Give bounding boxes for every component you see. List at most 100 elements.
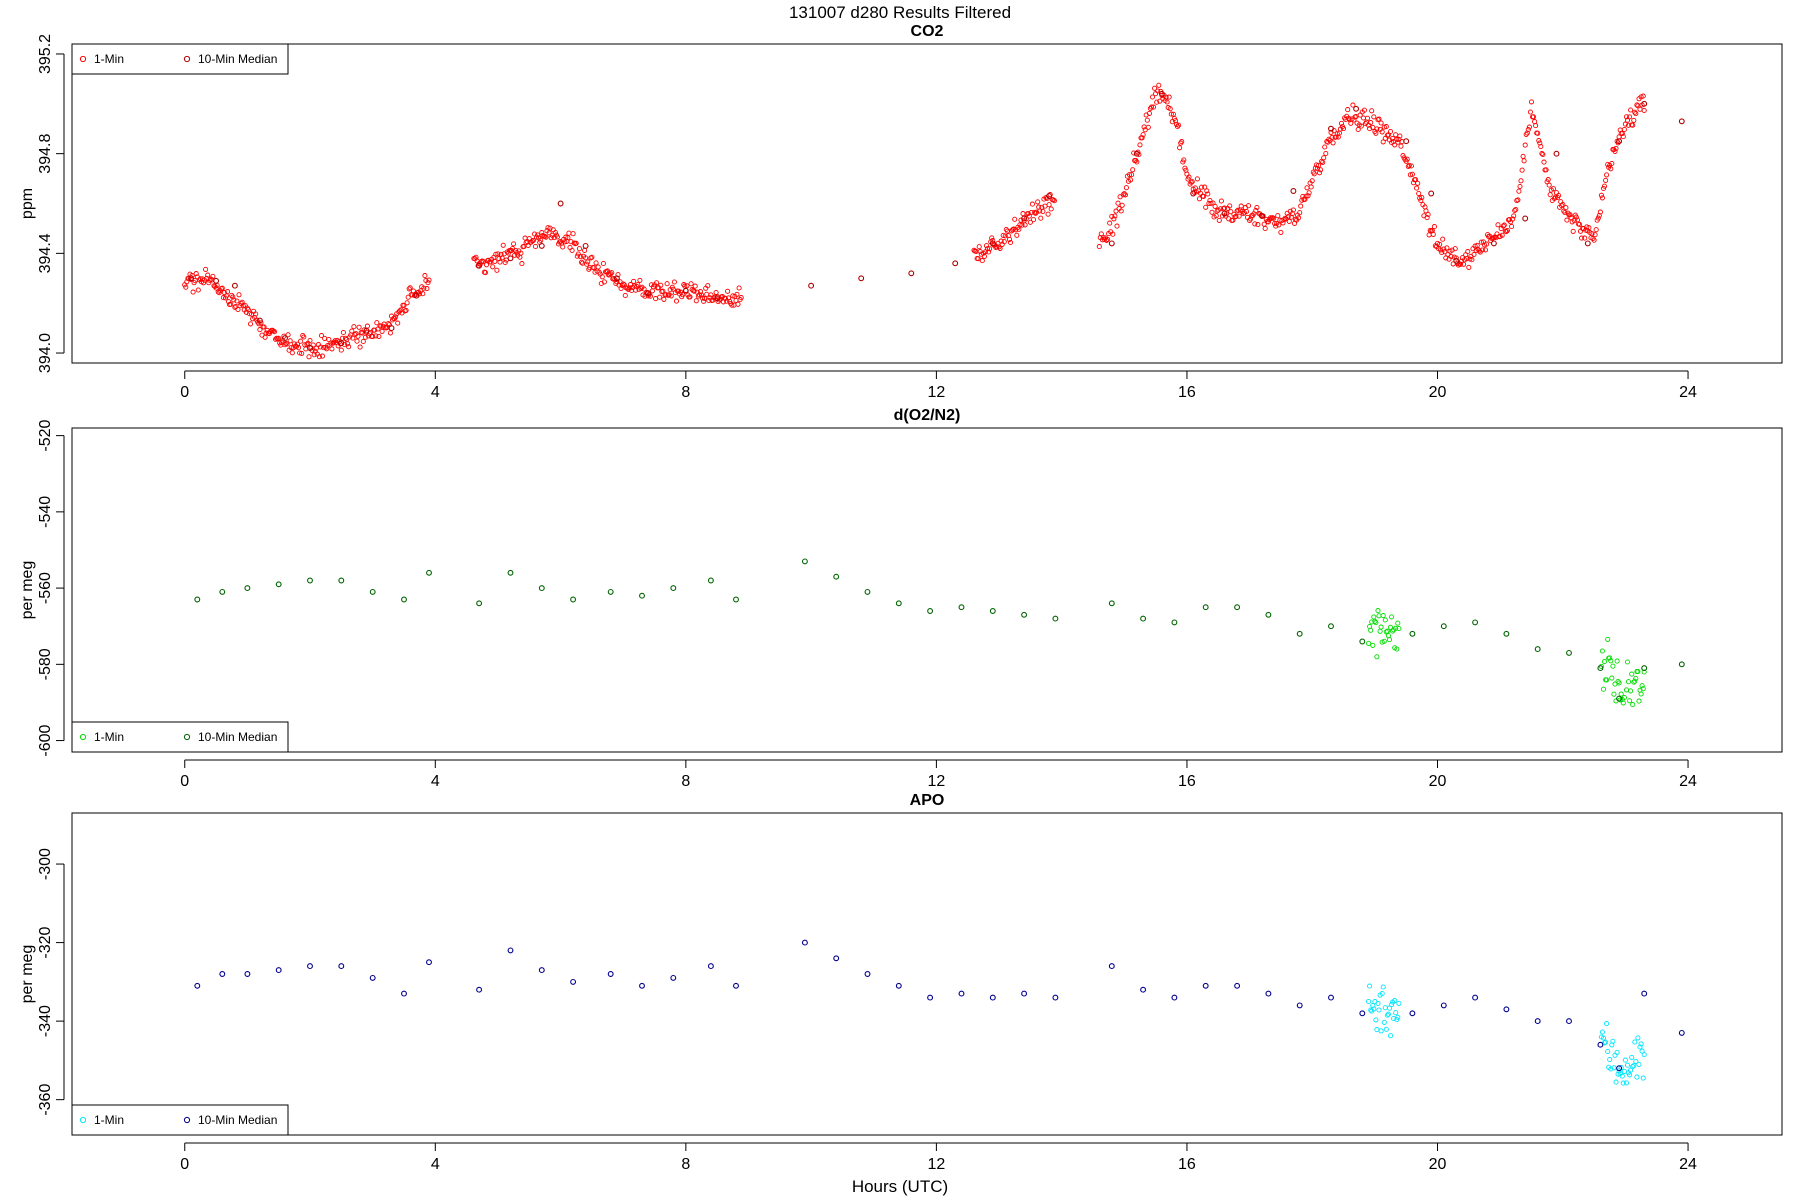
- median-point: [244, 971, 251, 977]
- median-point: [1534, 646, 1541, 653]
- one-min-point: [546, 230, 552, 236]
- one-min-point: [1406, 162, 1412, 168]
- x-tick-label: 16: [1178, 384, 1196, 401]
- one-min-point: [661, 296, 667, 302]
- one-min-point: [1296, 215, 1302, 221]
- one-min-point: [253, 311, 259, 317]
- one-min-point: [1026, 213, 1032, 219]
- one-min-point: [341, 341, 348, 348]
- median-point: [833, 573, 840, 580]
- one-min-point: [195, 287, 201, 293]
- x-tick-label: 0: [180, 1156, 189, 1173]
- one-min-point: [236, 292, 242, 298]
- one-min-point: [1177, 145, 1183, 151]
- one-min-point: [1510, 216, 1516, 222]
- one-min-point: [1366, 640, 1372, 646]
- one-min-point: [295, 345, 302, 351]
- one-min-point: [499, 255, 505, 261]
- one-min-point: [1035, 199, 1041, 205]
- median-point: [1641, 990, 1648, 997]
- one-min-point: [1273, 223, 1279, 229]
- one-min-point: [1633, 111, 1639, 117]
- one-min-point: [1027, 219, 1033, 225]
- one-min-point: [1386, 637, 1393, 643]
- one-min-point: [261, 324, 267, 330]
- one-min-point: [1126, 172, 1133, 178]
- one-min-point: [658, 282, 664, 288]
- one-min-point: [1376, 1007, 1382, 1013]
- one-min-point: [1469, 257, 1475, 263]
- one-min-point: [984, 246, 991, 252]
- one-min-point: [1523, 131, 1529, 137]
- one-min-point: [1591, 237, 1597, 243]
- one-min-point: [1407, 172, 1413, 178]
- y-tick-label: -580: [37, 648, 54, 680]
- one-min-point: [1563, 205, 1569, 211]
- one-min-point: [583, 255, 589, 261]
- one-min-point: [329, 346, 335, 352]
- one-min-point: [1504, 227, 1510, 234]
- one-min-point: [1632, 109, 1638, 115]
- median-point: [989, 608, 996, 614]
- one-min-point: [511, 241, 517, 247]
- one-min-point: [239, 299, 245, 305]
- one-min-point: [1128, 177, 1134, 183]
- one-min-point: [1628, 688, 1634, 694]
- median-point: [1221, 210, 1228, 217]
- one-min-point: [1635, 668, 1641, 675]
- one-min-point: [1441, 246, 1447, 252]
- one-min-point: [702, 296, 708, 302]
- one-min-point: [1628, 107, 1634, 113]
- one-min-point: [203, 266, 209, 272]
- one-min-point: [373, 333, 379, 339]
- one-min-point: [1634, 102, 1640, 108]
- one-min-point: [1166, 94, 1172, 100]
- legend-label-median: 10-Min Median: [198, 730, 277, 744]
- one-min-point: [696, 292, 702, 298]
- median-point: [194, 982, 201, 989]
- median-point: [645, 290, 652, 297]
- one-min-point: [539, 230, 545, 236]
- one-min-point: [1384, 628, 1390, 634]
- median-point: [282, 335, 288, 342]
- one-min-point: [271, 329, 278, 335]
- median-point: [1328, 125, 1334, 132]
- one-min-point: [618, 285, 624, 292]
- one-min-point: [593, 260, 599, 266]
- one-min-point: [1525, 127, 1531, 133]
- one-min-point: [230, 294, 236, 300]
- one-min-point: [1118, 208, 1124, 214]
- one-min-point: [1372, 618, 1378, 624]
- median-point: [1108, 240, 1115, 247]
- one-min-point: [1007, 239, 1014, 246]
- median-point: [401, 596, 407, 603]
- one-min-point: [1360, 115, 1366, 121]
- one-min-point: [200, 280, 207, 286]
- one-min-point: [1303, 193, 1309, 199]
- median-point: [1108, 600, 1115, 607]
- one-min-point: [319, 353, 326, 359]
- one-min-point: [1619, 130, 1625, 136]
- one-min-point: [376, 333, 382, 339]
- x-tick-label: 12: [927, 773, 945, 790]
- one-min-point: [1369, 108, 1375, 114]
- y-tick-label: 394.8: [37, 134, 54, 174]
- one-min-point: [273, 336, 279, 342]
- median-point: [476, 986, 483, 993]
- one-min-point: [687, 294, 693, 300]
- one-min-point: [684, 283, 690, 289]
- one-min-point: [358, 329, 364, 335]
- one-min-point: [692, 283, 698, 289]
- one-min-point: [1476, 248, 1482, 254]
- median-point: [1052, 994, 1059, 1001]
- one-min-point: [1374, 1027, 1380, 1033]
- one-min-point: [1623, 791, 1627, 795]
- one-min-point: [1624, 1062, 1631, 1068]
- one-min-point: [219, 285, 225, 291]
- one-min-point: [1629, 1054, 1635, 1060]
- y-tick-label: -320: [37, 926, 54, 958]
- median-point: [369, 974, 376, 981]
- median-point: [1678, 118, 1685, 125]
- one-min-point: [736, 285, 742, 291]
- one-min-point: [1538, 144, 1544, 150]
